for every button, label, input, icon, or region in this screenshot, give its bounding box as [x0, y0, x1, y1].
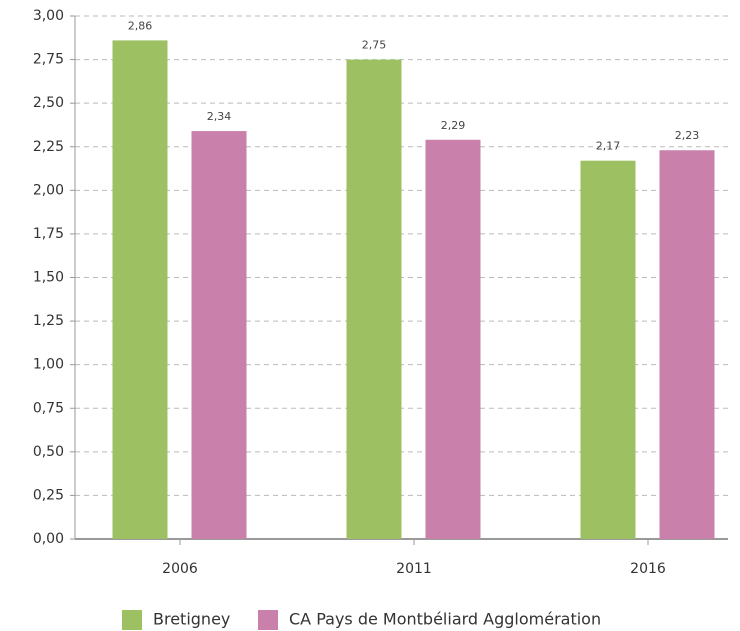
- legend-swatch: [258, 610, 278, 630]
- y-tick-label: 2,25: [33, 139, 64, 155]
- bar: [425, 139, 481, 539]
- value-label: 2,29: [441, 119, 466, 132]
- x-tick-label: 2006: [162, 561, 198, 577]
- y-tick-label: 0,25: [33, 487, 64, 503]
- y-tick-label: 3,00: [33, 8, 64, 24]
- y-tick-label: 0,75: [33, 400, 64, 416]
- y-tick-label: 0,50: [33, 444, 64, 460]
- bar: [659, 150, 715, 539]
- bar: [112, 40, 168, 539]
- x-tick-label: 2016: [630, 561, 666, 577]
- legend-label: Bretigney: [153, 610, 230, 629]
- y-tick-label: 1,75: [33, 226, 64, 242]
- y-tick-label: 2,50: [33, 95, 64, 111]
- y-tick-label: 1,50: [33, 270, 64, 286]
- y-tick-label: 2,00: [33, 182, 64, 198]
- y-tick-label: 2,75: [33, 52, 64, 68]
- bar: [191, 131, 247, 539]
- value-label: 2,75: [362, 39, 387, 52]
- value-label: 2,23: [675, 129, 700, 142]
- y-tick-label: 0,00: [33, 531, 64, 547]
- value-label: 2,86: [128, 19, 153, 32]
- x-tick-label: 2011: [396, 561, 432, 577]
- legend-label: CA Pays de Montbéliard Agglomération: [289, 610, 601, 629]
- bar: [346, 59, 402, 539]
- value-label: 2,17: [596, 140, 621, 153]
- y-tick-label: 1,00: [33, 357, 64, 373]
- legend-swatch: [122, 610, 142, 630]
- y-tick-label: 1,25: [33, 313, 64, 329]
- value-label: 2,34: [207, 110, 232, 123]
- bar: [580, 160, 636, 540]
